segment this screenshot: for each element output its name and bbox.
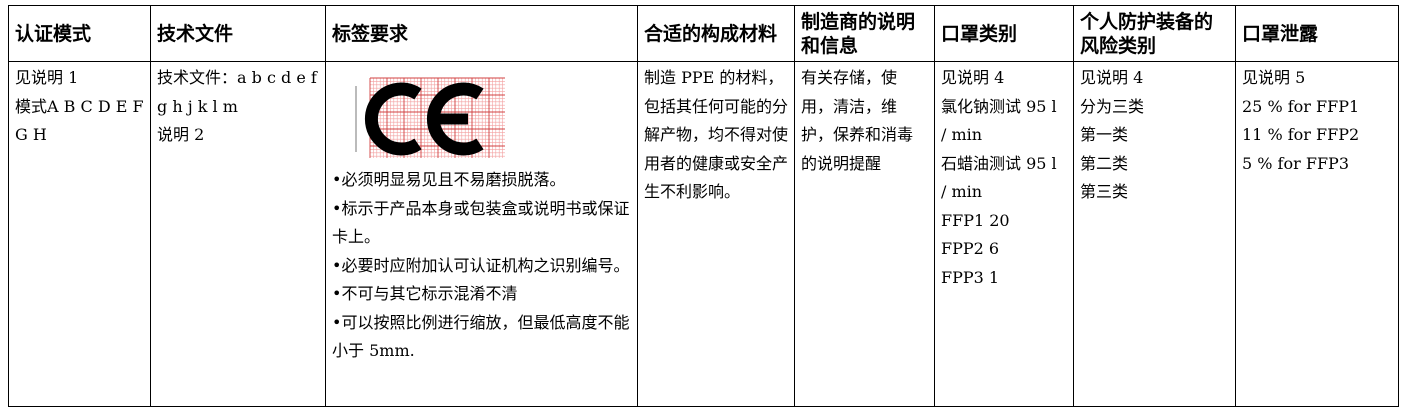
- cell-line: 说明 2: [157, 125, 205, 144]
- cell-line: 25 % for FFP1: [1242, 96, 1360, 116]
- cell-line: •标示于产品本身或包装盒或说明书或保证卡上。: [332, 198, 630, 247]
- cell-line: •可以按照比例进行缩放，但最低高度不能小于 5mm.: [332, 312, 630, 361]
- cell-line: 模式A B C D E F G H: [15, 96, 144, 145]
- cell-line: 第二类: [1080, 153, 1129, 173]
- cell-line: 5 % for FFP3: [1242, 153, 1349, 173]
- cell-line: 制造 PPE 的材料，包括其任何可能的分解产物，均不得对使用者的健康或安全产生不…: [644, 68, 789, 201]
- header-cell: 技术文件: [150, 5, 326, 62]
- body-cell: 技术文件：a b c d e f g h j k l m 说明 2: [150, 61, 326, 407]
- cell-line: 第一类: [1080, 125, 1129, 144]
- header-cell: 制造商的说明和信息: [794, 5, 935, 62]
- spec-table: 认证模式 技术文件 标签要求 合适的构成材料 制造商的说明和信息 口罩类别 个人防护装备的风…: [8, 5, 1399, 407]
- header-cell: 合适的构成材料: [637, 5, 795, 62]
- cell-line: FPP3 1: [941, 267, 1000, 287]
- cell-line: 11 % for FFP2: [1242, 125, 1360, 144]
- cell-line: 见说明 4: [941, 68, 1005, 87]
- cell-line: FPP2 6: [941, 239, 1000, 258]
- cell-line: •不可与其它标示混淆不清: [332, 284, 518, 303]
- header-cell: 口罩泄露: [1235, 5, 1399, 62]
- body-cell: 见说明 4 氯化钠测试 95 l / min 石蜡油测试 95 l / min FFP…: [934, 61, 1074, 407]
- header-cell: 个人防护装备的风险类别: [1073, 5, 1236, 62]
- header-cell: 标签要求: [325, 5, 638, 62]
- header-cell: 认证模式: [8, 5, 151, 62]
- body-cell: •必须明显易见且不易磨损脱落。 •标示于产品本身或包装盒或说明书或保证卡上。 •必要…: [325, 61, 638, 407]
- body-row: 见说明 1 模式A B C D E F G H 技术文件：a b c d e f g…: [8, 61, 1399, 407]
- cell-line: 氯化钠测试 95 l / min: [941, 96, 1057, 145]
- header-cell: 口罩类别: [934, 5, 1074, 62]
- body-cell: 见说明 1 模式A B C D E F G H: [8, 61, 151, 407]
- header-row: 认证模式 技术文件 标签要求 合适的构成材料 制造商的说明和信息 口罩类别 个人防护装备的风…: [8, 5, 1399, 62]
- cell-line: 见说明 4: [1080, 68, 1144, 87]
- body-cell: 有关存储，使用，清洁，维护，保养和消毒的说明提醒: [794, 61, 935, 407]
- cell-line: 分为三类: [1080, 96, 1145, 116]
- cell-line: 技术文件：a b c d e f g h j k l m: [157, 68, 317, 116]
- cell-line: •必须明显易见且不易磨损脱落。: [332, 170, 566, 189]
- cell-line: 见说明 1: [15, 68, 79, 87]
- cell-line: 石蜡油测试 95 l / min: [941, 153, 1057, 202]
- body-cell: 见说明 5 25 % for FFP1 11 % for FFP2 5 % for F…: [1235, 61, 1399, 407]
- body-cell: 见说明 4 分为三类第一类第二类第三类: [1073, 61, 1236, 407]
- cell-line: 第三类: [1080, 182, 1129, 201]
- cell-line: 见说明 5: [1242, 68, 1306, 87]
- cell-line: •必要时应附加认可认证机构之识别编号。: [332, 255, 630, 275]
- cell-line: 有关存储，使用，清洁，维护，保养和消毒的说明提醒: [801, 68, 914, 173]
- cell-line: FFP1 20: [941, 210, 1010, 230]
- ce-mark-image: [355, 77, 505, 158]
- body-cell: 制造 PPE 的材料，包括其任何可能的分解产物，均不得对使用者的健康或安全产生不…: [637, 61, 795, 407]
